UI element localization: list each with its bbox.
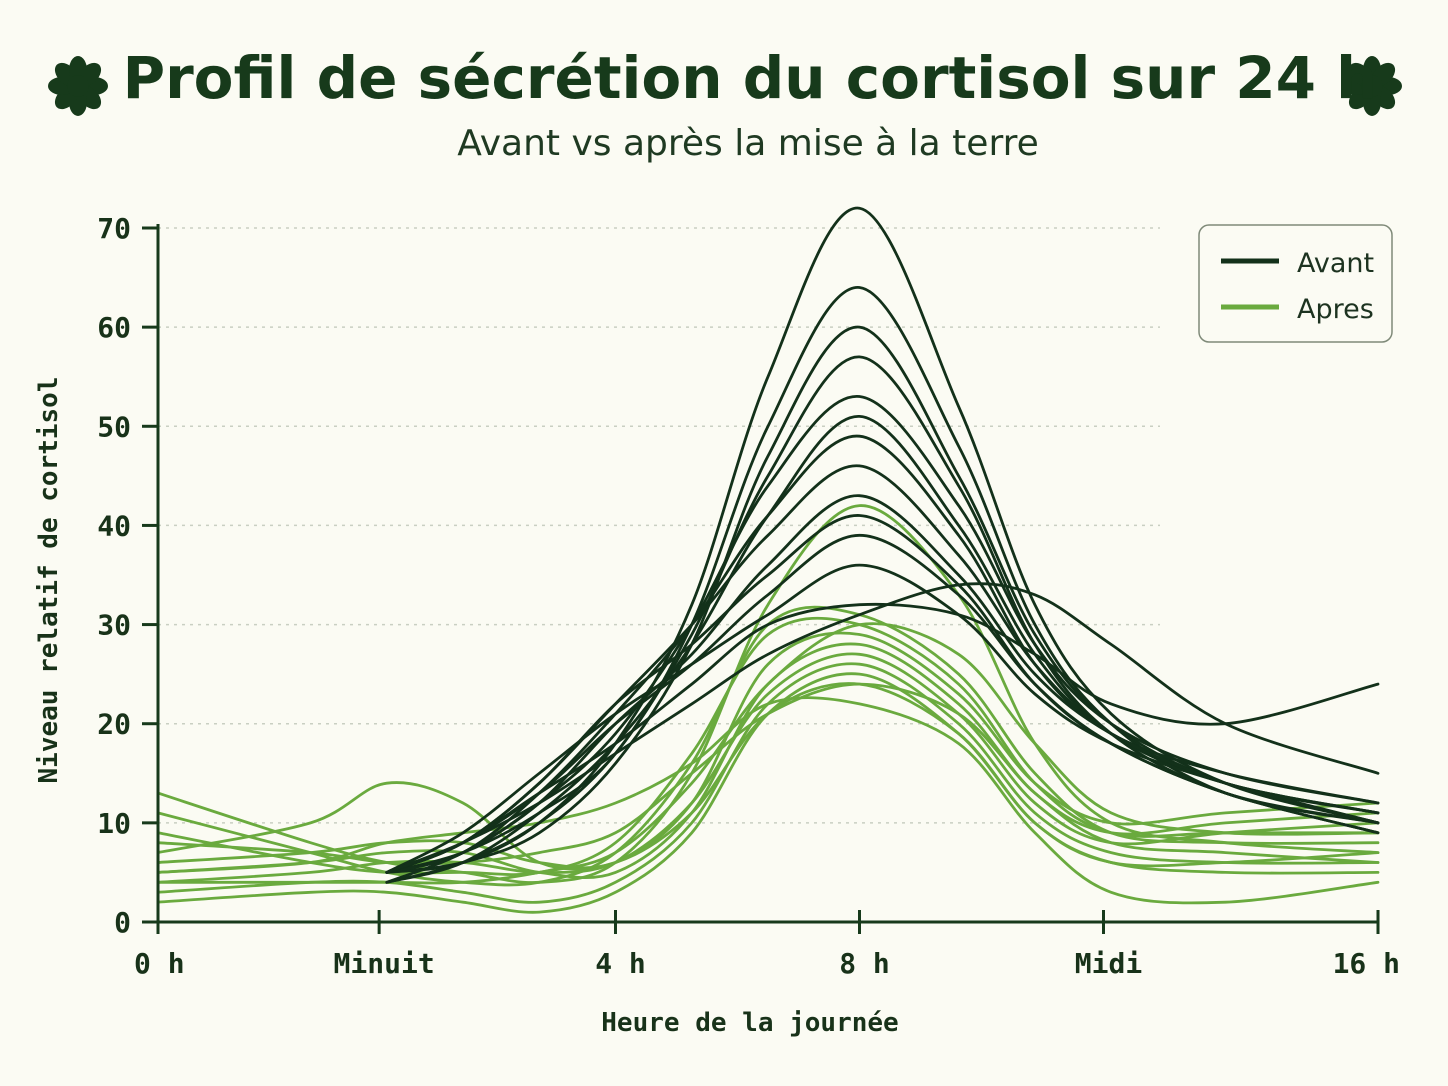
series-lines — [156, 206, 1380, 914]
axes — [142, 224, 1380, 934]
series-line-apres-18 — [156, 642, 1380, 879]
x-axis-title: Heure de la journée — [601, 1008, 898, 1038]
legend-label-avant: Avant — [1297, 248, 1374, 279]
chart-title: Profil de sécrétion du cortisol sur 24 h — [123, 44, 1378, 112]
legend-box — [1198, 224, 1393, 343]
series-line-avant-3 — [385, 355, 1380, 884]
y-tick-label-70: 70 — [97, 212, 131, 245]
flower-center — [67, 75, 89, 97]
x-tick-label-2: 4 h — [595, 947, 646, 980]
series-line-avant-0 — [385, 206, 1380, 874]
y-tick-label-60: 60 — [97, 311, 131, 344]
x-tick-label-4: Midi — [1075, 947, 1142, 980]
series-line-apres-22 — [156, 682, 1380, 871]
y-tick-labels: 0 10 20 30 40 50 60 70 — [97, 212, 131, 939]
y-tick-label-20: 20 — [97, 708, 131, 741]
series-line-apres-21 — [156, 672, 1380, 914]
series-line-avant-13 — [385, 582, 1380, 874]
y-tick-label-30: 30 — [97, 609, 131, 642]
series-line-apres-24 — [156, 682, 1380, 866]
y-tick-label-10: 10 — [97, 807, 131, 840]
y-axis-title: Niveau relatif de cortisol — [34, 377, 64, 784]
legend-label-apres: Apres — [1297, 294, 1374, 325]
x-tick-label-1: Minuit — [334, 947, 435, 980]
legend: Avant Apres — [1198, 224, 1393, 343]
chart-subtitle: Avant vs après la mise à la terre — [457, 123, 1039, 164]
x-tick-labels: 0 h Minuit 4 h 8 h Midi 16 h — [134, 947, 1400, 980]
flower-center — [1361, 75, 1383, 97]
y-tick-label-40: 40 — [97, 509, 131, 542]
x-tick-label-5: 16 h — [1333, 947, 1400, 980]
series-line-avant-4 — [385, 395, 1380, 874]
gridlines — [158, 227, 1160, 824]
series-line-apres-15 — [156, 605, 1380, 887]
x-tick-label-0: 0 h — [134, 947, 185, 980]
series-line-avant-11 — [385, 563, 1380, 874]
y-tick-label-0: 0 — [114, 906, 131, 939]
flower-icon-right — [1342, 56, 1402, 116]
series-line-apres-23 — [156, 696, 1380, 905]
series-line-avant-12 — [385, 602, 1380, 874]
series-line-avant-2 — [385, 325, 1380, 874]
y-tick-label-50: 50 — [97, 410, 131, 443]
flower-icon-left — [48, 56, 108, 116]
x-tick-label-3: 8 h — [839, 947, 890, 980]
